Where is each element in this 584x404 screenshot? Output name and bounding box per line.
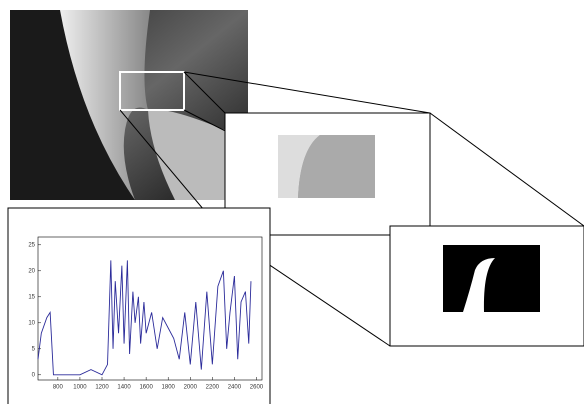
y-tick-label: 25 [28,242,35,248]
x-tick-label: 2000 [184,385,198,391]
y-tick-label: 10 [28,320,35,326]
x-tick-label: 2200 [206,385,220,391]
plot-panel [7,207,271,404]
y-tick-label: 15 [28,294,35,300]
x-tick-label: 1800 [162,385,176,391]
y-tick-label: 20 [28,268,35,274]
mask-panel [389,225,584,347]
x-tick-label: 1600 [139,385,153,391]
x-tick-label: 800 [53,385,64,391]
connectors [119,71,584,347]
line [37,260,252,376]
y-tick-label: 0 [32,372,36,378]
x-tick-label: 1200 [95,385,109,391]
photo [10,10,248,200]
x-tick-label: 1400 [117,385,131,391]
x-tick-label: 1000 [73,385,87,391]
x-tick-label: 2600 [250,385,264,391]
y-tick-label: 5 [32,346,36,352]
x-tick-label: 2400 [228,385,242,391]
